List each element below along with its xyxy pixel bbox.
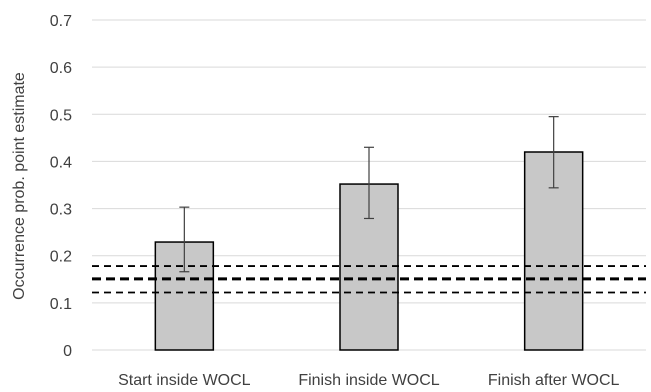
error-bars bbox=[179, 116, 559, 273]
x-category-label: Finish after WOCL bbox=[488, 372, 620, 389]
y-tick-label: 0 bbox=[63, 343, 72, 360]
y-tick-label: 0.2 bbox=[50, 249, 72, 266]
y-tick-label: 0.4 bbox=[50, 154, 72, 171]
y-tick-label: 0.7 bbox=[50, 13, 72, 30]
y-tick-label: 0.1 bbox=[50, 296, 72, 313]
y-tick-label: 0.6 bbox=[50, 60, 72, 77]
y-axis-ticks: 0 0.1 0.2 0.3 0.4 0.5 0.6 0.7 bbox=[50, 13, 72, 360]
x-category-label: Finish inside WOCL bbox=[298, 372, 439, 389]
y-axis-title: Occurrence prob. point estimate bbox=[11, 72, 28, 300]
y-tick-label: 0.3 bbox=[50, 202, 72, 219]
x-axis-labels: Start inside WOCL Finish inside WOCL Finis… bbox=[118, 372, 619, 389]
y-tick-label: 0.5 bbox=[50, 107, 72, 124]
reference-lines bbox=[92, 265, 646, 294]
x-category-label: Start inside WOCL bbox=[118, 372, 251, 389]
